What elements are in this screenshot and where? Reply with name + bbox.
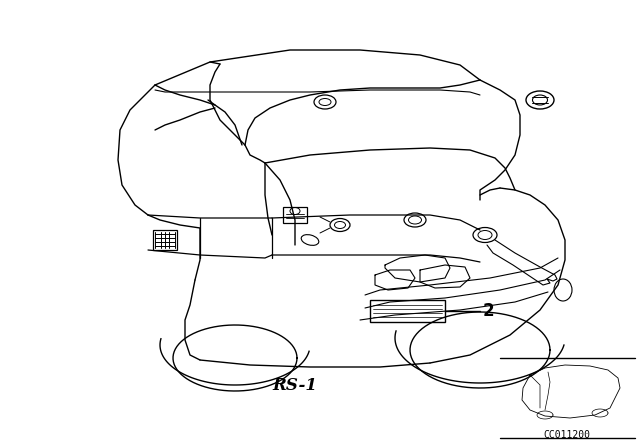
Bar bbox=[370, 300, 445, 322]
Bar bbox=[153, 230, 177, 250]
Text: CC011200: CC011200 bbox=[543, 430, 591, 440]
Text: RS-1: RS-1 bbox=[273, 376, 317, 393]
Text: 2: 2 bbox=[483, 302, 495, 320]
Bar bbox=[283, 207, 307, 223]
